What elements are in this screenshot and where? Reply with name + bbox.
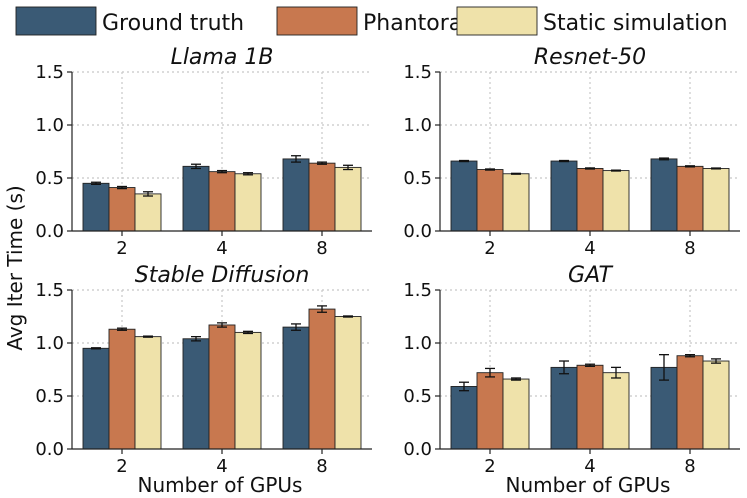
bar-static-simulation-4 [602, 372, 630, 450]
x-tick-label-8: 8 [316, 238, 327, 259]
panel-gat: 0.0 0.5 1.0 1.5 2 4 8 GAT [403, 263, 740, 477]
bar-phantora-8 [676, 355, 704, 450]
bar-phantora-4 [576, 168, 604, 232]
y-tick-label-1: 0.5 [35, 168, 64, 189]
bar-phantora-2 [476, 169, 504, 232]
y-tick-label-1: 0.5 [35, 386, 64, 407]
bar-phantora-4 [208, 324, 236, 450]
y-tick-label-2: 1.0 [35, 115, 64, 136]
y-tick-label-3: 1.5 [403, 280, 432, 301]
panel-llama-1b: 0.0 0.5 1.0 1.5 2 4 8 Llama 1B [35, 45, 372, 259]
y-tick-label-2: 1.0 [35, 333, 64, 354]
y-tick-label-2: 1.0 [403, 115, 432, 136]
panel-stable-diffusion: 0.0 0.5 1.0 1.5 2 4 8 Stable Diffusion [35, 263, 372, 477]
bar-static-simulation-4 [234, 331, 262, 450]
bar-phantora-2 [108, 187, 136, 232]
x-tick-label-4: 4 [584, 456, 595, 477]
legend-item-phantora: Phantora [276, 6, 462, 36]
bar-ground-truth-2 [450, 160, 478, 232]
x-tick-label-2: 2 [116, 238, 127, 259]
y-tick-label-3: 1.5 [403, 62, 432, 83]
bar-phantora-4 [576, 364, 604, 450]
panel-title: Stable Diffusion [135, 263, 310, 288]
bar-phantora-2 [476, 372, 504, 450]
bar-static-simulation-2 [134, 193, 162, 232]
bar-static-simulation-8 [334, 166, 362, 232]
bar-phantora-8 [308, 308, 336, 450]
legend-swatch-ground-truth [15, 6, 97, 36]
bar-ground-truth-8 [650, 158, 678, 232]
panel-title: GAT [568, 263, 613, 288]
x-tick-label-2: 2 [484, 456, 495, 477]
legend-label-phantora: Phantora [363, 11, 462, 36]
y-axis-label: Avg Iter Time (s) [3, 185, 27, 350]
x-tick-label-8: 8 [684, 456, 695, 477]
y-tick-label-0: 0.0 [35, 439, 64, 460]
bar-ground-truth-4 [182, 338, 210, 450]
panel-title: Resnet-50 [534, 45, 646, 70]
legend: Ground truth Phantora Static simulation [15, 6, 728, 36]
bar-ground-truth-4 [550, 366, 578, 450]
x-tick-label-2: 2 [116, 456, 127, 477]
y-tick-label-1: 0.5 [403, 386, 432, 407]
bar-ground-truth-4 [550, 160, 578, 232]
y-tick-label-1: 0.5 [403, 168, 432, 189]
bar-static-simulation-4 [234, 173, 262, 232]
legend-swatch-static-simulation [456, 6, 538, 36]
bar-static-simulation-2 [502, 173, 530, 232]
x-tick-label-4: 4 [216, 238, 227, 259]
bar-static-simulation-2 [502, 378, 530, 450]
x-axis-label-right: Number of GPUs [506, 473, 671, 497]
y-tick-label-3: 1.5 [35, 280, 64, 301]
panel-title: Llama 1B [171, 45, 274, 70]
y-tick-label-3: 1.5 [35, 62, 64, 83]
legend-item-static-simulation: Static simulation [456, 6, 728, 36]
bar-static-simulation-8 [702, 360, 730, 450]
bar-phantora-8 [676, 165, 704, 232]
bar-static-simulation-8 [702, 168, 730, 232]
bar-ground-truth-2 [82, 182, 110, 232]
bar-static-simulation-4 [602, 170, 630, 232]
bar-ground-truth-8 [282, 326, 310, 450]
bar-static-simulation-8 [334, 316, 362, 450]
legend-item-ground-truth: Ground truth [15, 6, 244, 36]
bar-ground-truth-2 [82, 347, 110, 450]
legend-label-ground-truth: Ground truth [102, 11, 244, 36]
bar-phantora-2 [108, 328, 136, 450]
bar-ground-truth-4 [182, 165, 210, 232]
x-tick-label-4: 4 [216, 456, 227, 477]
y-tick-label-2: 1.0 [403, 333, 432, 354]
x-tick-label-4: 4 [584, 238, 595, 259]
legend-label-static-simulation: Static simulation [543, 11, 728, 36]
y-tick-label-0: 0.0 [403, 221, 432, 242]
bar-static-simulation-2 [134, 336, 162, 450]
panel-resnet-50: 0.0 0.5 1.0 1.5 2 4 8 Resnet-50 [403, 45, 740, 259]
y-tick-label-0: 0.0 [35, 221, 64, 242]
y-tick-label-0: 0.0 [403, 439, 432, 460]
bar-phantora-4 [208, 171, 236, 232]
panels: 0.0 0.5 1.0 1.5 2 4 8 Llama 1B 0.0 0.5 1.0 1.5 2 4 8 Re… [35, 45, 740, 477]
x-tick-label-8: 8 [316, 456, 327, 477]
legend-swatch-phantora [276, 6, 358, 36]
x-tick-label-2: 2 [484, 238, 495, 259]
x-axis-label-left: Number of GPUs [138, 473, 303, 497]
bar-ground-truth-8 [282, 158, 310, 232]
x-tick-label-8: 8 [684, 238, 695, 259]
bar-ground-truth-2 [450, 386, 478, 450]
bar-phantora-8 [308, 162, 336, 232]
